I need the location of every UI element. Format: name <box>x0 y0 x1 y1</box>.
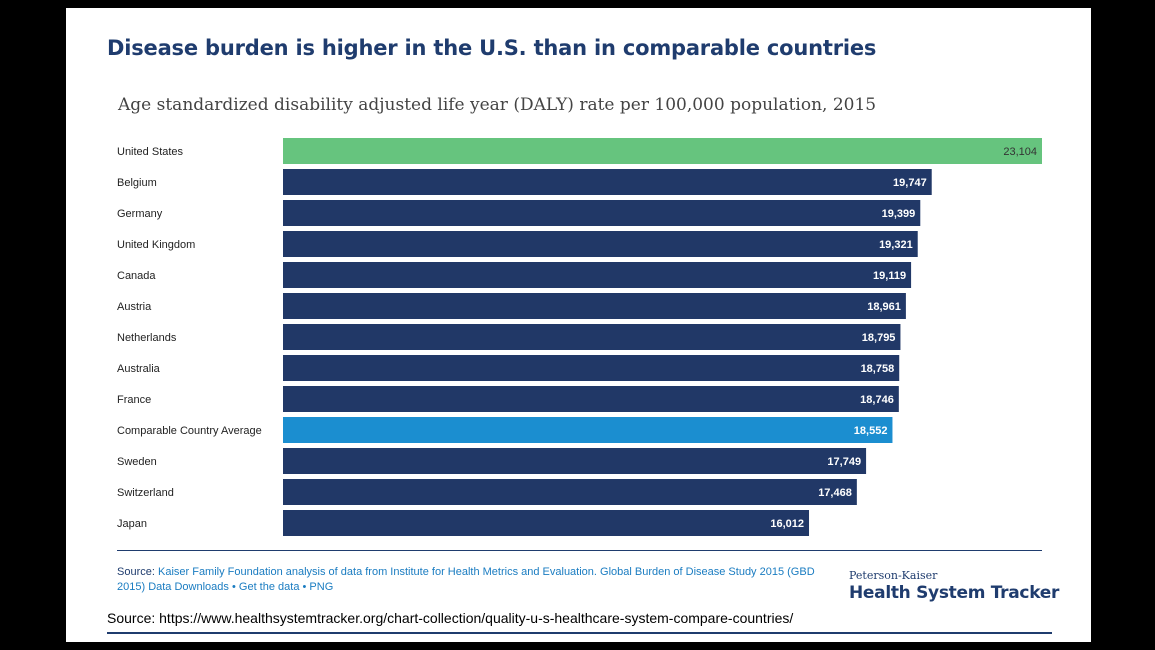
value-label-japan: 16,012 <box>770 518 804 530</box>
value-label-netherlands: 18,795 <box>862 332 896 344</box>
footer-divider <box>107 632 1052 634</box>
get-the-data-link[interactable]: Get the data <box>238 581 300 593</box>
bar-australia[interactable] <box>283 355 900 381</box>
category-label-germany: Germany <box>117 208 163 220</box>
bar-belgium[interactable] <box>283 169 932 195</box>
bar-comparable-country-average[interactable] <box>283 417 893 443</box>
category-label-united-states: United States <box>117 146 184 158</box>
separator-dot: • <box>231 581 236 593</box>
source-url-caption: Source: https://www.healthsystemtracker.… <box>107 610 794 626</box>
category-label-belgium: Belgium <box>117 177 157 189</box>
category-label-canada: Canada <box>117 270 156 282</box>
source-text-link[interactable]: Kaiser Family Foundation analysis of dat… <box>117 566 815 593</box>
bar-netherlands[interactable] <box>283 324 901 350</box>
bar-sweden[interactable] <box>283 448 867 474</box>
value-label-united-kingdom: 19,321 <box>879 239 913 251</box>
category-label-australia: Australia <box>117 363 161 375</box>
category-label-japan: Japan <box>117 518 147 530</box>
value-label-belgium: 19,747 <box>893 177 927 189</box>
source-label: Source: <box>117 566 155 578</box>
category-label-netherlands: Netherlands <box>117 332 177 344</box>
category-label-switzerland: Switzerland <box>117 487 174 499</box>
value-label-sweden: 17,749 <box>827 456 861 468</box>
value-label-switzerland: 17,468 <box>818 487 852 499</box>
category-label-france: France <box>117 394 151 406</box>
png-link[interactable]: PNG <box>309 581 334 593</box>
value-label-united-states: 23,104 <box>1003 146 1037 158</box>
category-label-sweden: Sweden <box>117 456 157 468</box>
source-divider <box>117 550 1042 551</box>
bar-canada[interactable] <box>283 262 912 288</box>
health-system-tracker-logo: Peterson-Kaiser Health System Tracker <box>849 569 1059 603</box>
chart-subtitle: Age standardized disability adjusted lif… <box>118 95 877 115</box>
value-label-germany: 19,399 <box>882 208 916 220</box>
value-label-australia: 18,758 <box>861 363 895 375</box>
bar-chart: United States 23,104 Belgium 19,747 Germany 1… <box>117 138 1042 536</box>
bar-switzerland[interactable] <box>283 479 857 505</box>
category-label-austria: Austria <box>117 301 152 313</box>
category-label-comparable-country-average: Comparable Country Average <box>117 425 262 437</box>
bar-germany[interactable] <box>283 200 921 226</box>
bar-united-states[interactable] <box>283 138 1042 164</box>
bar-france[interactable] <box>283 386 899 412</box>
logo-title: Health System Tracker <box>849 583 1060 603</box>
bar-united-kingdom[interactable] <box>283 231 918 257</box>
chart-title: Disease burden is higher in the U.S. tha… <box>107 36 877 60</box>
source-note: Source: Kaiser Family Foundation analysi… <box>117 565 817 595</box>
separator-dot: • <box>302 581 307 593</box>
bar-austria[interactable] <box>283 293 906 319</box>
logo-subtitle: Peterson-Kaiser <box>849 569 938 582</box>
chart-slide: Disease burden is higher in the U.S. tha… <box>66 8 1091 642</box>
value-label-austria: 18,961 <box>867 301 901 313</box>
value-label-comparable-country-average: 18,552 <box>854 425 888 437</box>
bar-japan[interactable] <box>283 510 810 536</box>
value-label-france: 18,746 <box>860 394 894 406</box>
value-label-canada: 19,119 <box>873 270 906 282</box>
category-label-united-kingdom: United Kingdom <box>117 239 195 251</box>
